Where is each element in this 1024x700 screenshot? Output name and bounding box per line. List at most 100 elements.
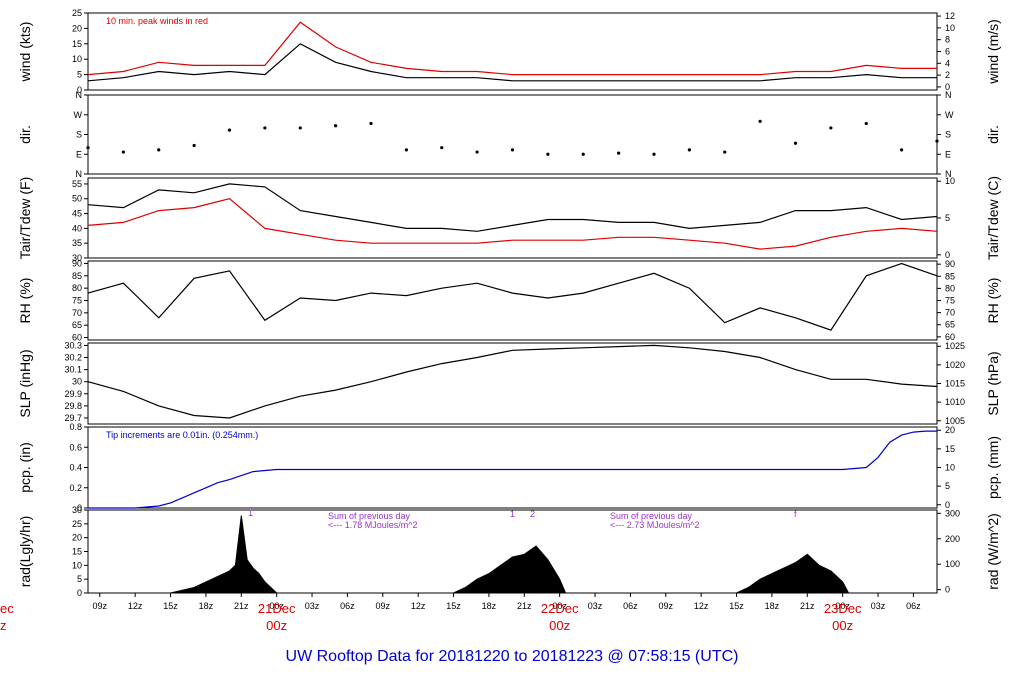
pcp-ytick-label: 0.8: [69, 422, 82, 432]
tdew-line: [87, 198, 938, 250]
wind-ytick-label: 10: [72, 54, 82, 64]
rh-ytick-right-label: 65: [945, 320, 955, 330]
rad-area: [170, 515, 278, 594]
rad-annotation: <--- 2.73 MJoules/m^2: [610, 520, 700, 530]
rad-annotation: 2: [530, 509, 535, 519]
temp-ytick-label: 50: [72, 194, 82, 204]
rh-ytick-right-label: 80: [945, 283, 955, 293]
day-label: 22Dec: [541, 601, 579, 616]
rad-annotation: 1: [248, 508, 253, 518]
x-tick-label: 00z: [835, 601, 850, 611]
dir-point: [510, 148, 515, 152]
pcp-ylabel: pcp. (in): [17, 442, 33, 493]
rh-ytick-right-label: 60: [945, 332, 955, 342]
dir-point: [298, 126, 302, 130]
slp-ytick-right-label: 1025: [945, 341, 965, 351]
pcp-annotation: Tip increments are 0.01in. (0.254mm.): [106, 430, 258, 440]
dir-ytick-label: W: [74, 110, 83, 120]
wind-ytick-label: 25: [72, 8, 82, 18]
dir-point: [758, 119, 762, 123]
dir-point: [935, 139, 939, 143]
pcp-ytick-right-label: 5: [945, 481, 950, 491]
wind-ylabel-right: wind (m/s): [985, 19, 1001, 85]
x-tick-label: 15z: [446, 601, 461, 611]
rad-ytick-label: 5: [77, 574, 82, 584]
x-tick-label: 06z: [623, 601, 638, 611]
rh-panel-frame: [87, 260, 938, 341]
day-time-label: 00z: [266, 618, 287, 633]
x-tick-label: 21z: [517, 601, 532, 611]
x-tick-label: 00z: [269, 601, 284, 611]
footer-title: UW Rooftop Data for 20181220 to 20181223…: [285, 648, 739, 665]
dir-point: [121, 150, 125, 154]
slp-ytick-right-label: 1005: [945, 416, 965, 426]
wind-ytick-right-label: 8: [945, 35, 950, 45]
wind-ytick-right-label: 4: [945, 58, 950, 68]
rh-line: [87, 262, 938, 331]
dir-point: [440, 146, 444, 150]
rad-annotation: 1: [510, 509, 515, 519]
temp-ytick-label: 45: [72, 209, 82, 219]
rad-area: [453, 545, 567, 594]
temp-ytick-label: 55: [72, 179, 82, 189]
slp-panel-frame: [87, 342, 938, 425]
dir-ytick-label: N: [76, 169, 83, 179]
pcp-ytick-right-label: 20: [945, 425, 955, 435]
temp-ytick-label: 40: [72, 223, 82, 233]
pcp-ytick-label: 0: [77, 503, 82, 513]
dir-point: [864, 121, 868, 126]
dir-point: [546, 152, 550, 156]
wind-ytick-label: 5: [77, 70, 82, 80]
wind-panel-frame: [87, 12, 938, 91]
rad-annotation: Sum of previous day: [610, 511, 693, 521]
dir-point: [793, 141, 798, 145]
rad-ytick-label: 30: [72, 505, 82, 515]
rad-ytick-label: 10: [72, 560, 82, 570]
dir-ytick-right-label: N: [945, 169, 952, 179]
wind-line: [87, 43, 937, 82]
rad-ytick-label: 0: [77, 588, 82, 598]
day-time-label: 00z: [832, 618, 853, 633]
rad-ylabel-right: rad (W/m^2): [985, 513, 1001, 590]
rh-ytick-label: 80: [72, 283, 82, 293]
rh-ylabel: RH (%): [17, 278, 33, 324]
x-tick-label: 09z: [376, 601, 391, 611]
dir-point: [475, 150, 479, 154]
rad-ytick-right-label: 0: [945, 585, 950, 595]
temp-ylabel: Tair/Tdew (F): [17, 177, 33, 259]
x-tick-label: 12z: [694, 601, 709, 611]
pcp-ytick-label: 0.4: [69, 463, 82, 473]
dir-ylabel: dir.: [17, 125, 33, 144]
day-time-label: 00z: [549, 618, 570, 633]
dir-point: [404, 148, 408, 152]
dir-point: [157, 148, 161, 152]
dir-point: [829, 126, 833, 130]
dir-point: [227, 128, 232, 132]
dir-point: [652, 152, 656, 156]
temp-ylabel-right: Tair/Tdew (C): [985, 176, 1001, 260]
slp-ytick-label: 29.9: [64, 389, 82, 399]
temp-ytick-right-label: 5: [945, 213, 950, 223]
dir-ytick-right-label: W: [945, 110, 954, 120]
slp-ytick-label: 30: [72, 377, 82, 387]
dir-point: [369, 121, 373, 126]
x-tick-label: 03z: [305, 601, 320, 611]
x-tick-label: 03z: [588, 601, 603, 611]
rad-annotation: f: [794, 509, 797, 519]
x-tick-label: 12z: [411, 601, 426, 611]
wind-ytick-label: 20: [72, 23, 82, 33]
10-min-peak-winds-line: [87, 21, 937, 76]
slp-ytick-label: 30.2: [64, 353, 82, 363]
rad-ytick-label: 15: [72, 547, 82, 557]
slp-ytick-label: 29.8: [64, 401, 82, 411]
temp-ytick-label: 30: [72, 253, 82, 263]
pcp-ytick-label: 0.2: [69, 483, 82, 493]
rh-ytick-right-label: 85: [945, 271, 955, 281]
x-tick-label: 06z: [340, 601, 355, 611]
dir-point: [263, 126, 267, 130]
dir-ytick-right-label: E: [945, 149, 951, 159]
rad-ylabel: rad(Lgly/hr): [17, 516, 33, 588]
wind-ytick-right-label: 0: [945, 82, 950, 92]
slp-ytick-right-label: 1010: [945, 397, 965, 407]
